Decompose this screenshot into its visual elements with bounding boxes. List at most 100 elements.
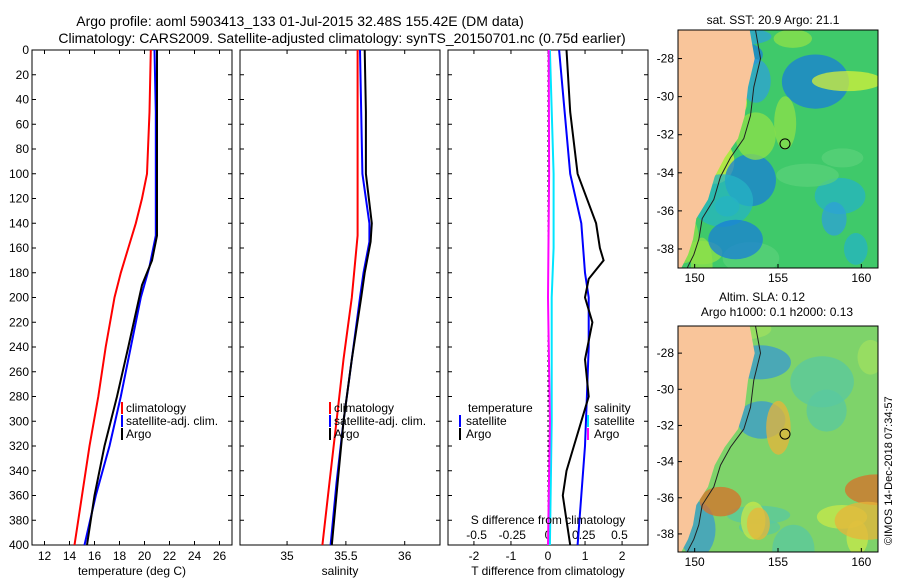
top-tick-label: -0.25 [499, 528, 527, 542]
salinity-xlabel: salinity [322, 564, 359, 578]
argo-position-marker [779, 428, 791, 440]
series-s-argo [546, 49, 551, 546]
sla-map-title-2: Argo h1000: 0.1 h2000: 0.13 [701, 305, 853, 319]
lon-tick-label: 155 [768, 271, 788, 285]
y-tick-label: 180 [9, 266, 29, 280]
imos-watermark: ©IMOS 14-Dec-2018 07:34:57 [883, 396, 895, 545]
land [678, 326, 755, 552]
lat-tick-label: -38 [657, 527, 675, 541]
lat-tick-label: -30 [657, 90, 675, 104]
top-tick-label: -0.5 [466, 528, 487, 542]
map-blob [790, 356, 854, 408]
x-tick-label: 18 [113, 549, 127, 563]
map-blob [811, 70, 878, 92]
difference-legend: temperature satellite Argo salinity sate… [459, 401, 635, 441]
series-s-satellite [548, 49, 555, 546]
map-blob [766, 400, 791, 455]
land [678, 30, 755, 268]
lat-tick-label: -34 [657, 166, 675, 180]
legend-s-satellite: satellite [594, 414, 635, 428]
salinity-panel-frame [239, 49, 441, 546]
y-tick-label: 340 [9, 464, 29, 478]
legend-argo: Argo [126, 427, 152, 441]
y-tick-label: 0 [22, 43, 29, 57]
y-tick-label: 60 [16, 117, 30, 131]
lat-tick-label: -36 [657, 491, 675, 505]
s-difference-xlabel: S difference from climatology [471, 513, 626, 527]
x-tick-label: -1 [506, 549, 517, 563]
map-blob [708, 219, 763, 260]
map-field [678, 326, 878, 552]
legend-satellite-adj: satellite-adj. clim. [334, 414, 426, 428]
map-blob [772, 524, 815, 552]
y-tick-label: 260 [9, 365, 29, 379]
temperature-plot: 0 20 40 60 80 100 120 140 160 180 200 220 240 260 280 3… [9, 43, 232, 563]
map-blob [746, 507, 770, 541]
argo-position-marker [779, 138, 791, 150]
x-tick-label: 35 [280, 549, 294, 563]
x-tick-label: 36 [398, 549, 412, 563]
x-tick-label: 14 [63, 549, 77, 563]
shelf-contour [686, 326, 762, 552]
temperature-legend: climatology satellite-adj. clim. Argo [121, 401, 218, 441]
legend-satellite-adj: satellite-adj. clim. [126, 414, 218, 428]
x-tick-label: 22 [163, 549, 177, 563]
lat-tick-label: -28 [657, 52, 675, 66]
temperature-panel-frame [31, 49, 233, 546]
t-difference-xlabel: T difference from climatology [471, 564, 625, 578]
y-tick-label: 120 [9, 192, 29, 206]
y-tick-label: 100 [9, 167, 29, 181]
lon-tick-label: 150 [685, 271, 705, 285]
x-tick-label: 12 [38, 549, 52, 563]
series-argo [86, 50, 158, 546]
x-tick-label: 20 [138, 549, 152, 563]
legend-climatology: climatology [334, 401, 394, 415]
legend-t-satellite: satellite [466, 414, 507, 428]
map-blob [844, 474, 878, 506]
lat-tick-label: -38 [657, 242, 675, 256]
lon-tick-label: 160 [851, 555, 871, 569]
y-tick-label: 80 [16, 142, 30, 156]
map-blob [843, 233, 868, 265]
x-tick-label: 26 [213, 549, 227, 563]
sla-map: 150 155 160 -28 -30 -32 -34 -36 -38 [657, 325, 879, 569]
x-tick-label: 1 [582, 549, 589, 563]
y-tick-label: 380 [9, 513, 29, 527]
map-blob [773, 30, 812, 48]
sst-map: 150 155 160 -28 -30 -32 -34 -36 -38 [657, 29, 879, 285]
series-satellite-adj-clim- [83, 49, 157, 546]
lat-tick-label: -34 [657, 455, 675, 469]
map-blob [774, 96, 797, 150]
map-blob [735, 112, 776, 160]
y-tick-label: 140 [9, 216, 29, 230]
lon-tick-label: 155 [768, 555, 788, 569]
x-tick-label: 2 [619, 549, 626, 563]
y-tick-label: 400 [9, 538, 29, 552]
map-blob [821, 148, 864, 168]
x-tick-label: 0 [545, 549, 552, 563]
x-tick-label: 24 [188, 549, 202, 563]
lat-tick-label: -32 [657, 418, 675, 432]
lat-tick-label: -30 [657, 382, 675, 396]
map-blob [821, 201, 847, 236]
shelf-contour [686, 30, 762, 268]
x-tick-label: -2 [469, 549, 480, 563]
y-tick-label: 220 [9, 315, 29, 329]
y-tick-label: 160 [9, 241, 29, 255]
map-blob [714, 195, 740, 217]
title-line-1: Argo profile: aoml 5903413_133 01-Jul-20… [76, 13, 524, 29]
series-satellite-adj-clim- [329, 49, 371, 546]
y-tick-label: 320 [9, 439, 29, 453]
series-climatology [321, 50, 359, 546]
legend-argo: Argo [334, 427, 360, 441]
y-tick-label: 360 [9, 489, 29, 503]
y-tick-label: 280 [9, 390, 29, 404]
y-tick-label: 300 [9, 414, 29, 428]
lat-tick-label: -28 [657, 346, 675, 360]
top-tick-label: 0.25 [572, 528, 596, 542]
temperature-xlabel: temperature (deg C) [78, 564, 186, 578]
y-tick-label: 40 [16, 93, 30, 107]
map-field [678, 30, 878, 268]
